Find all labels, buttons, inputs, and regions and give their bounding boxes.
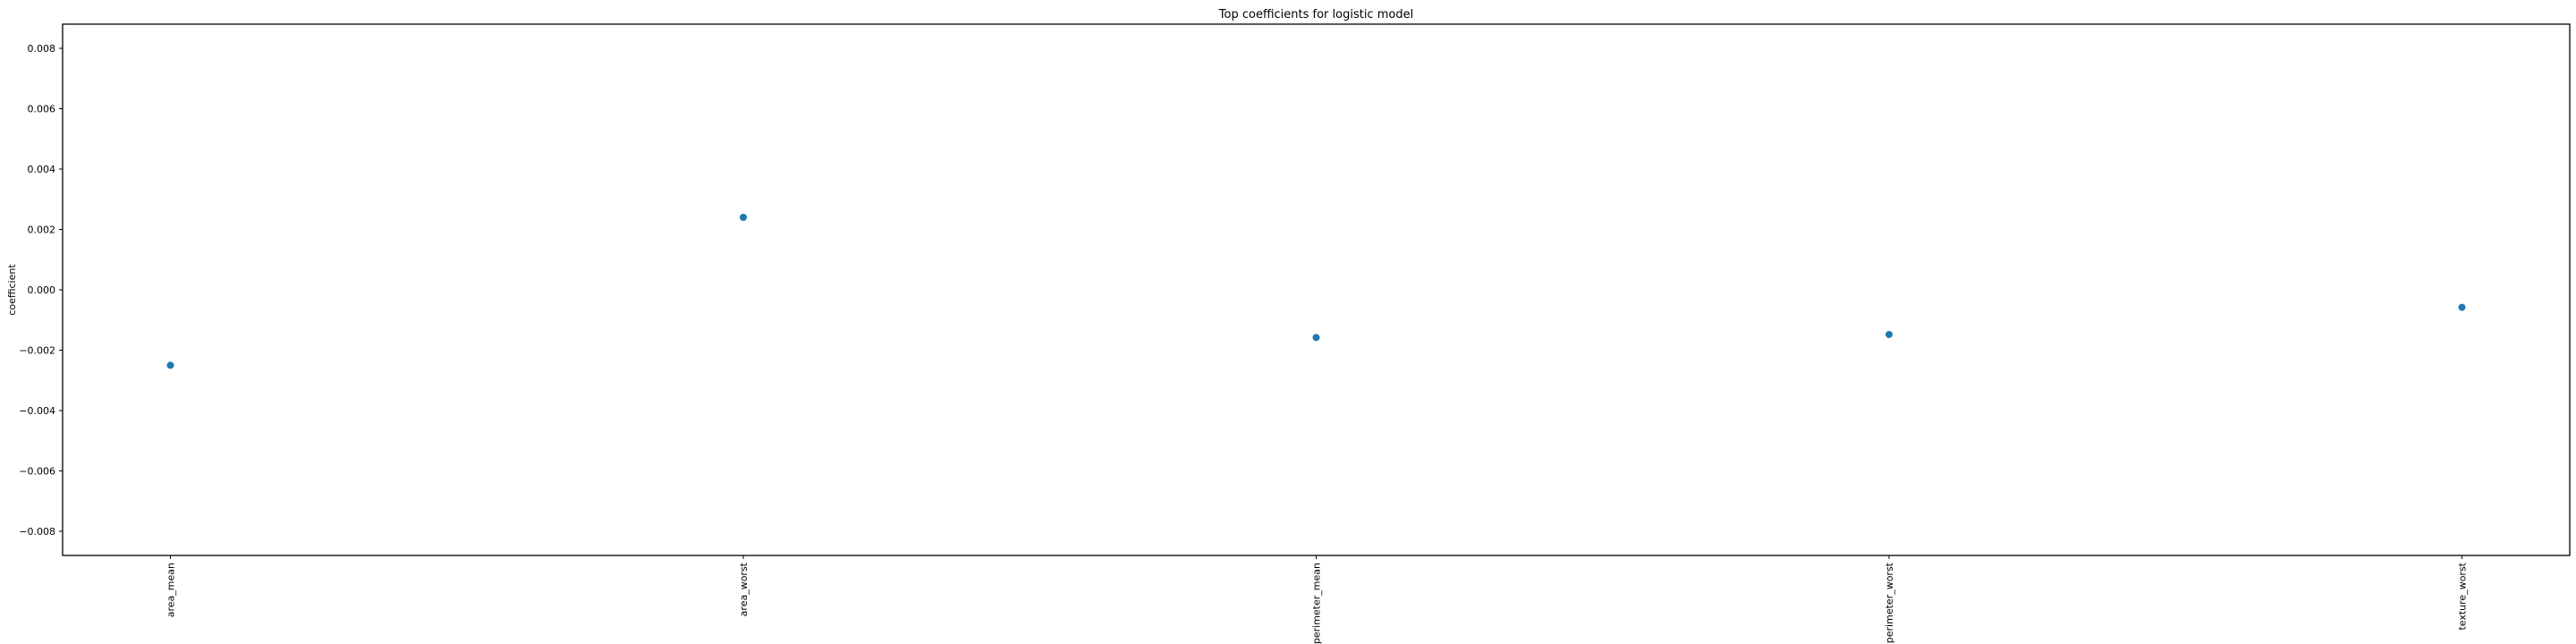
x-tick-label: perimeter_mean <box>1311 563 1323 644</box>
y-tick-label: −0.002 <box>19 345 55 357</box>
y-tick-label: −0.006 <box>19 466 55 478</box>
y-tick-label: 0.008 <box>28 43 56 55</box>
x-axis: area_mean area_worst perimeter_mean perimet… <box>165 555 2468 644</box>
y-axis-label: coefficient <box>6 264 18 316</box>
data-point <box>1312 334 1320 342</box>
y-tick-label: −0.004 <box>19 405 55 417</box>
data-point <box>166 361 174 369</box>
y-tick-label: 0.002 <box>28 225 56 236</box>
x-tick-label: texture_worst <box>2456 562 2468 630</box>
data-point <box>2458 303 2466 311</box>
y-tick-label: −0.008 <box>19 526 55 538</box>
plot-area <box>62 23 2571 556</box>
x-tick-label: area_worst <box>738 562 750 616</box>
y-axis: −0.008 −0.006 −0.004 −0.002 0.000 0.002 0.004 0… <box>19 43 63 538</box>
data-point <box>1885 330 1893 338</box>
y-tick-label: 0.006 <box>28 104 56 115</box>
y-tick-label: 0.004 <box>28 164 56 175</box>
data-points <box>166 214 2466 369</box>
x-tick-label: area_mean <box>165 563 177 617</box>
x-tick-label: perimeter_worst <box>1884 562 1895 643</box>
data-point <box>740 214 748 221</box>
chart-title: Top coefficients for logistic model <box>1218 8 1413 21</box>
y-tick-label: 0.000 <box>28 284 56 296</box>
